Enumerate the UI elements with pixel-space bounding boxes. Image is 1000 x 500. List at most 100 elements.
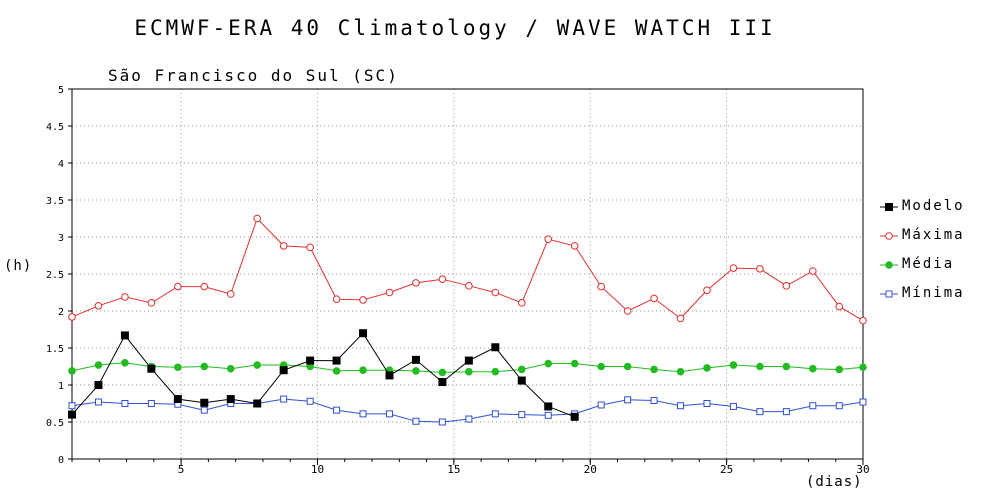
- data-point: [756, 408, 764, 416]
- data-point: [544, 235, 553, 244]
- data-point: [465, 415, 473, 423]
- data-point: [782, 282, 791, 290]
- data-point: [385, 371, 394, 380]
- axis-ticks: 0 0.5 1 1.5 2 2.5 3 3.5 4 4.5 5 5 10 15 20 25 30: [46, 85, 870, 476]
- y-axis-label: (h): [4, 258, 33, 274]
- data-point: [544, 359, 553, 368]
- data-point: [438, 368, 447, 377]
- data-point: [412, 417, 420, 425]
- legend-marker-minima: [880, 290, 898, 298]
- legend-marker-maxima: [880, 232, 898, 240]
- data-point: [333, 406, 341, 414]
- data-point: [623, 362, 632, 371]
- data-point: [147, 364, 156, 373]
- data-point: [94, 381, 103, 389]
- data-point: [517, 376, 526, 385]
- data-point: [491, 410, 499, 418]
- x-tick-label: 5: [178, 463, 185, 476]
- data-point: [68, 313, 76, 321]
- legend-marker: [885, 261, 893, 269]
- data-point: [306, 243, 314, 252]
- x-tick-label: 20: [584, 463, 597, 476]
- x-tick-label: 25: [720, 463, 733, 476]
- data-point: [385, 288, 394, 297]
- data-point: [782, 362, 791, 371]
- data-point: [306, 397, 314, 405]
- data-point: [859, 363, 867, 372]
- grid: [72, 89, 863, 459]
- data-point: [332, 356, 341, 365]
- legend-marker: [885, 203, 893, 211]
- data-point: [518, 411, 526, 419]
- data-point: [68, 367, 76, 375]
- series-1: [68, 214, 867, 325]
- data-point: [650, 294, 658, 303]
- data-point: [359, 296, 367, 304]
- data-point: [491, 343, 500, 352]
- data-point: [147, 400, 155, 407]
- data-point: [835, 302, 844, 311]
- y-tick-label: 2.5: [46, 270, 64, 281]
- x-tick-label: 10: [311, 463, 324, 476]
- data-point: [200, 398, 209, 407]
- legend-label-minima: Mínima: [902, 285, 965, 301]
- data-point: [677, 402, 685, 410]
- series-0: [68, 329, 579, 421]
- series-line: [71, 332, 575, 418]
- y-tick-label: 2: [58, 307, 64, 318]
- data-point: [650, 397, 658, 405]
- y-tick-label: 1: [58, 381, 64, 392]
- x-axis-label: (dias): [806, 474, 863, 490]
- data-point: [412, 367, 420, 375]
- data-point: [517, 299, 526, 307]
- x-tick-label: 15: [447, 463, 460, 476]
- legend-marker-media: [880, 261, 898, 269]
- data-point: [703, 364, 711, 372]
- data-point: [173, 395, 182, 404]
- y-tick-label: 0.5: [46, 418, 64, 429]
- data-point: [359, 329, 368, 338]
- data-point: [332, 367, 341, 375]
- data-point: [253, 399, 262, 408]
- legend-marker: [885, 232, 893, 240]
- data-point: [859, 316, 867, 325]
- data-point: [147, 299, 156, 307]
- data-point: [465, 367, 473, 376]
- data-point: [835, 365, 844, 374]
- data-point: [253, 214, 262, 223]
- y-tick-label: 3: [58, 233, 64, 244]
- data-point: [835, 402, 843, 410]
- data-point: [280, 395, 288, 403]
- data-point: [411, 355, 420, 364]
- data-point: [756, 362, 764, 371]
- data-point: [174, 363, 182, 372]
- series-2: [68, 359, 867, 377]
- legend-marker-modelo: [880, 203, 898, 211]
- data-point: [859, 398, 867, 406]
- data-point: [94, 361, 103, 369]
- y-tick-label: 1.5: [46, 344, 64, 355]
- legend-marker: [885, 290, 893, 298]
- series-line: [71, 217, 864, 322]
- data-point: [650, 365, 658, 374]
- data-point: [279, 242, 288, 250]
- data-point: [174, 282, 182, 291]
- chart-subtitle: São Francisco do Sul (SC): [108, 66, 399, 85]
- data-point: [464, 356, 473, 365]
- data-point: [809, 402, 817, 410]
- series-group: [68, 214, 867, 426]
- data-point: [438, 418, 446, 426]
- data-point: [438, 378, 447, 387]
- y-tick-label: 4.5: [46, 122, 64, 133]
- data-point: [703, 400, 711, 407]
- data-point: [517, 365, 526, 374]
- data-point: [121, 293, 129, 301]
- data-point: [623, 307, 632, 315]
- data-point: [703, 286, 711, 295]
- data-point: [729, 361, 738, 369]
- data-point: [121, 359, 129, 367]
- x-tick-label: 30: [856, 463, 869, 476]
- data-point: [226, 395, 235, 404]
- y-tick-label: 5: [58, 85, 64, 96]
